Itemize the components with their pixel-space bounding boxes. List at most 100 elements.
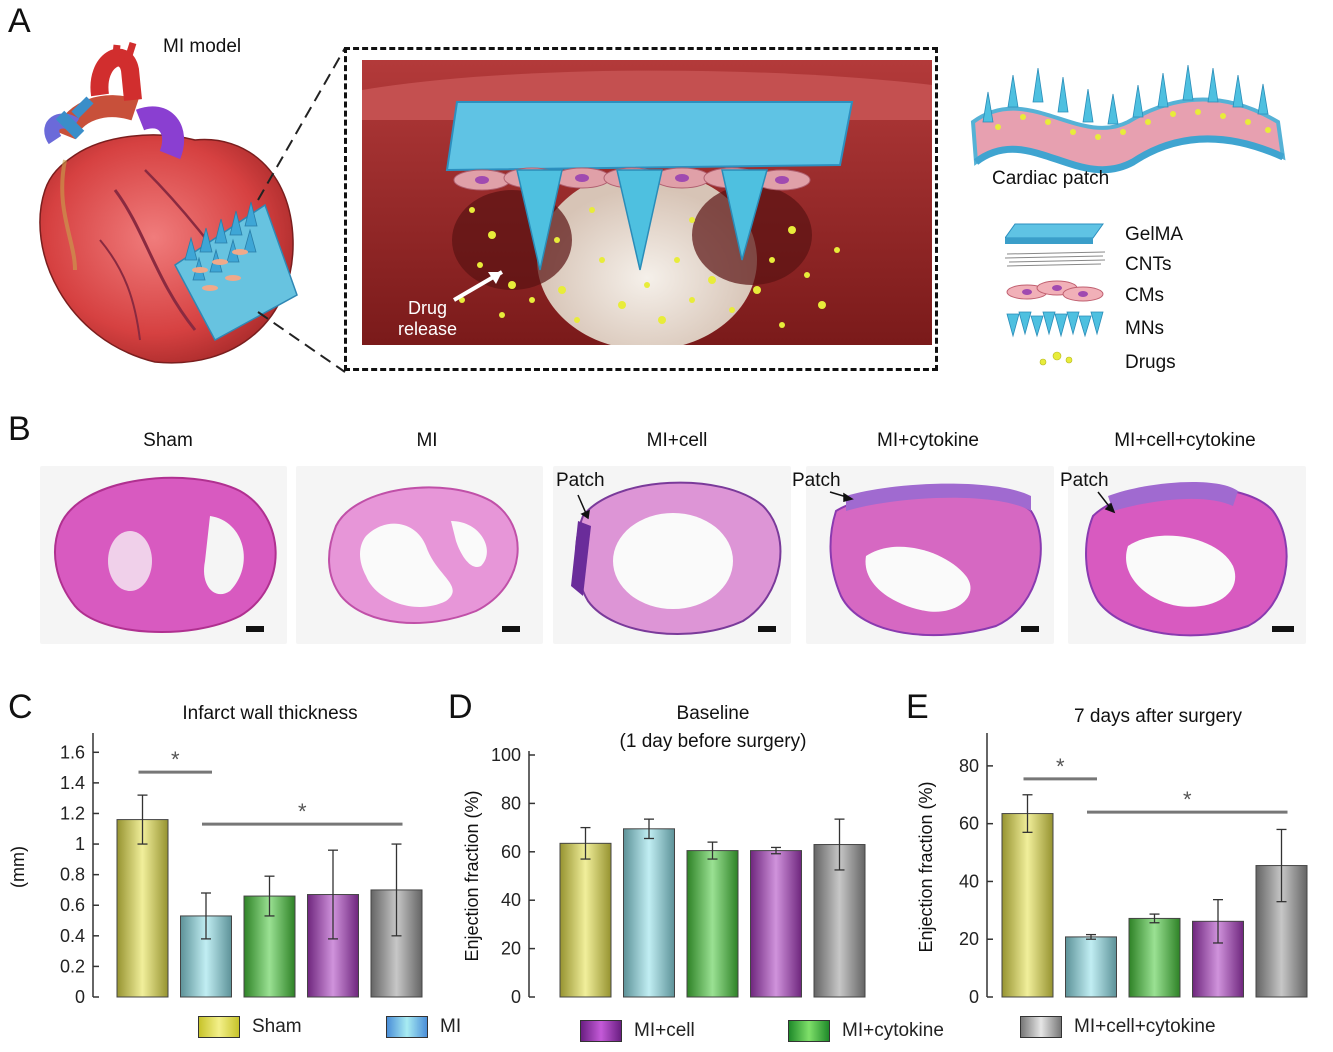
pulmonary-artery-shape: [135, 106, 185, 160]
gelma-layer-icon: [1005, 223, 1104, 244]
histology-image-mi-cell-cytokine: [1068, 466, 1306, 644]
microneedle-shape: [616, 169, 663, 271]
y-tick-label: 0.8: [60, 865, 85, 885]
significance-star: *: [1056, 754, 1065, 779]
panel-letter-a: A: [8, 2, 31, 40]
y-tick-label: 40: [959, 871, 979, 891]
legend-swatch: [580, 1020, 622, 1042]
zoom-guide-lines: [257, 47, 346, 373]
component-label-gelma: GelMA: [1125, 224, 1184, 245]
y-tick-label: 80: [959, 756, 979, 776]
y-tick-label: 1.2: [60, 803, 85, 823]
chart-title: Baseline: [677, 703, 750, 724]
scale-bar: [758, 626, 776, 632]
microneedles-icon: [1006, 311, 1104, 338]
y-tick-label: 0: [75, 987, 85, 1007]
legend-label: MI: [440, 1016, 462, 1037]
patch-label-mi-cell-cytokine: Patch: [1060, 470, 1109, 491]
heart-illustration: [39, 41, 298, 364]
component-label-mns: MNs: [1125, 318, 1165, 339]
section-title-mi-cell-cytokine: MI+cell+cytokine: [1114, 430, 1256, 451]
panel-letter-e: E: [906, 688, 929, 726]
y-tick-label: 1: [75, 834, 85, 854]
chart-title: 7 days after surgery: [1074, 706, 1242, 727]
component-label-cms: CMs: [1125, 285, 1165, 306]
legend-swatch: [788, 1020, 830, 1042]
bar-mi: [1065, 936, 1117, 998]
significance-star: *: [298, 799, 307, 824]
panel-letter-d: D: [448, 688, 473, 726]
section-title-sham: Sham: [143, 430, 193, 451]
chart-subtitle: (1 day before surgery): [620, 731, 807, 752]
chart-infarct-wall-thickness: Infarct wall thickness 0 0.2 0.4 0.6 0.8 1 1.2 1…: [8, 703, 423, 1007]
y-tick-label: 0.4: [60, 926, 85, 946]
bar-mi-cell: [750, 850, 802, 998]
y-tick-label: 0: [511, 987, 521, 1007]
bar-sham: [116, 819, 169, 998]
chart-ejection-baseline: Baseline (1 day before surgery) 0 20 40 60 80 1…: [462, 703, 866, 1007]
component-label-drugs: Drugs: [1125, 352, 1176, 373]
chart-ejection-7-days: 7 days after surgery 0 20 40 60 80 Enjection f…: [916, 706, 1308, 1007]
y-tick-label: 1.6: [60, 742, 85, 762]
legend-label: MI+cell: [634, 1020, 695, 1041]
scale-bar: [502, 626, 520, 632]
drug-dots-icon: [1039, 351, 1073, 366]
y-tick-label: 60: [959, 814, 979, 834]
bar-sham: [559, 842, 612, 998]
patch-arrows: [577, 491, 1116, 520]
legend-swatch: [1020, 1016, 1062, 1038]
y-tick-label: 100: [491, 745, 521, 765]
microneedle-shape: [721, 169, 768, 261]
y-tick-label: 80: [501, 793, 521, 813]
scale-bar: [246, 626, 264, 632]
legend-item-mi-cytokine: MI+cytokine: [788, 1020, 944, 1042]
patch-label-mi-cell: Patch: [556, 470, 605, 491]
component-label-cnts: CNTs: [1125, 254, 1172, 275]
bar-mi: [623, 828, 675, 998]
bar-sham: [1001, 813, 1054, 998]
cardiomyocytes-icon: [1006, 280, 1104, 302]
histology-image-mi-cytokine: [806, 466, 1054, 644]
legend-label: Sham: [252, 1016, 302, 1037]
section-title-mi-cytokine: MI+cytokine: [877, 430, 979, 451]
section-title-mi: MI: [416, 430, 438, 451]
zoom-inset-illustration: [362, 60, 932, 345]
section-title-mi-cell: MI+cell: [646, 430, 708, 451]
chart-title: Infarct wall thickness: [182, 703, 357, 724]
cnt-lines-icon: [1005, 251, 1105, 267]
panel-letter-c: C: [8, 688, 33, 726]
bar-mi-cytokine: [686, 850, 739, 998]
y-tick-label: 20: [501, 939, 521, 959]
y-tick-label: 0.6: [60, 895, 85, 915]
bar-mi-cytokine: [1128, 917, 1181, 998]
y-tick-label: 60: [501, 842, 521, 862]
histology-image-mi-cell: [553, 466, 791, 644]
y-tick-label: 0: [969, 987, 979, 1007]
legend-item-mi-cell: MI+cell: [580, 1020, 695, 1042]
legend-item-mi: MI: [386, 1016, 461, 1038]
microneedle-shape: [516, 169, 563, 271]
component-key: [1005, 218, 1215, 378]
significance-star: *: [1183, 787, 1192, 812]
zoom-inset-frame: [344, 47, 938, 371]
gelma-layer-shape: [445, 101, 854, 172]
legend-label: MI+cell+cytokine: [1074, 1016, 1216, 1037]
patch-label-mi-cytokine: Patch: [792, 470, 841, 491]
drug-release-line-2: release: [398, 319, 458, 339]
legend-swatch: [198, 1016, 240, 1038]
histology-image-mi: [296, 466, 543, 644]
drug-release-line-1: Drug: [408, 298, 448, 318]
scale-bar: [1272, 626, 1294, 632]
y-tick-label: 40: [501, 890, 521, 910]
legend-item-sham: Sham: [198, 1016, 302, 1038]
y-tick-label: 20: [959, 929, 979, 949]
y-axis-label: (mm): [8, 846, 28, 888]
legend-item-mi-cell-cytokine: MI+cell+cytokine: [1020, 1016, 1216, 1038]
legend-label: MI+cytokine: [842, 1020, 944, 1041]
histology-image-sham: [40, 466, 287, 644]
y-axis-label: Enjection fraction (%): [462, 790, 482, 961]
mi-model-label: MI model: [163, 36, 242, 57]
panel-letter-b: B: [8, 410, 31, 448]
cardiac-patch-illustration: [970, 64, 1286, 174]
y-tick-label: 1.4: [60, 773, 85, 793]
